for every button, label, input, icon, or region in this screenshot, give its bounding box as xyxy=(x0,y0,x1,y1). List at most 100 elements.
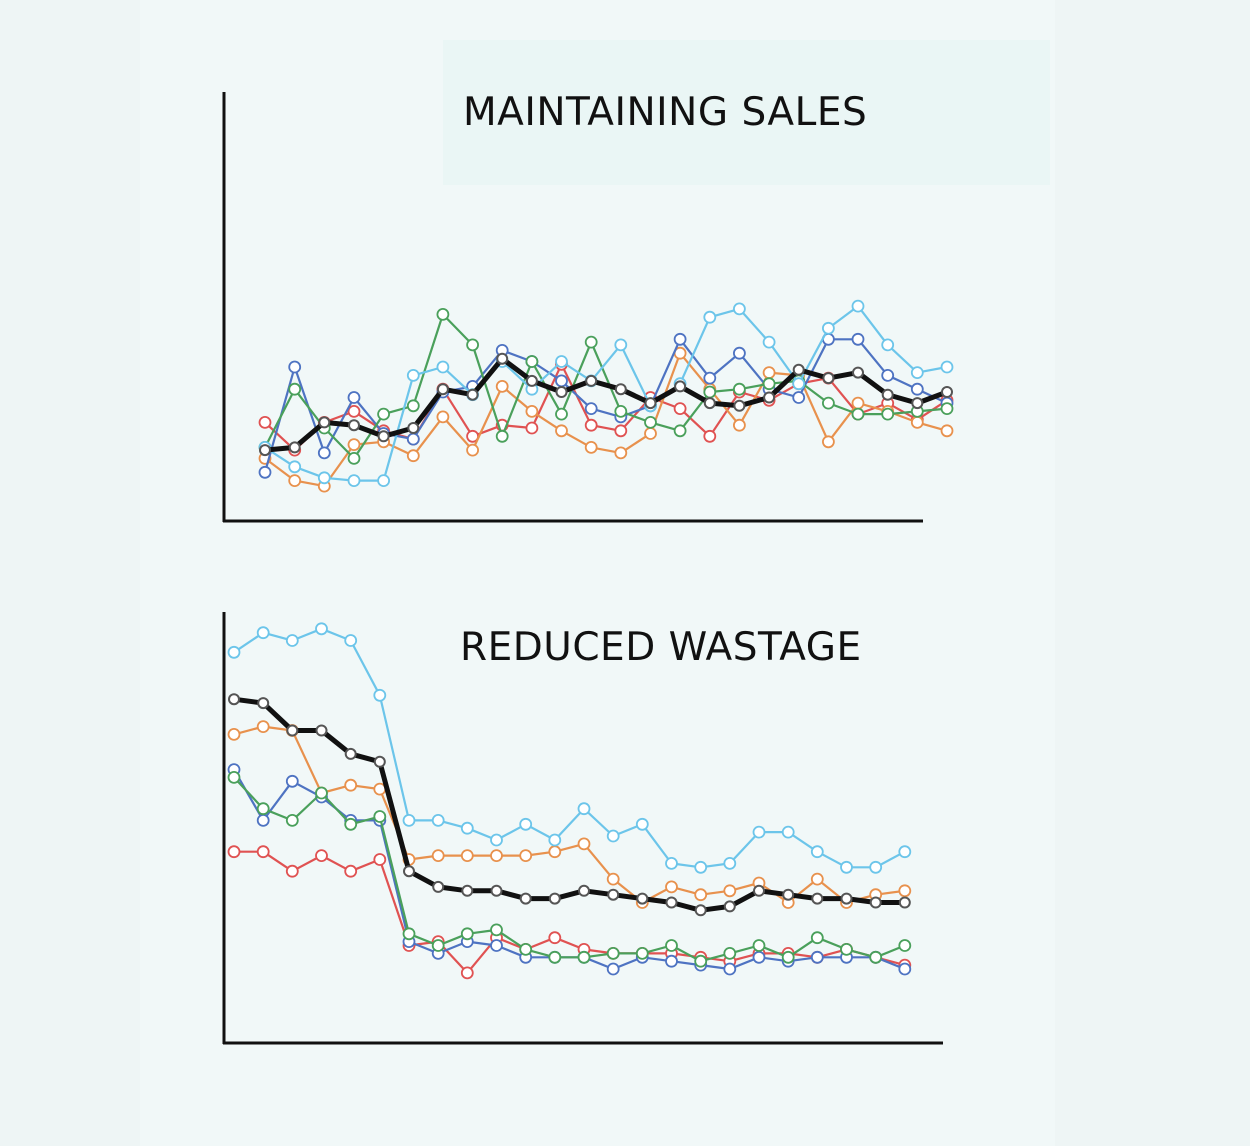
data-point xyxy=(822,435,835,449)
data-point xyxy=(665,880,678,894)
data-point xyxy=(898,845,912,859)
data-point xyxy=(436,383,449,396)
data-point xyxy=(606,947,620,960)
data-point xyxy=(403,865,415,878)
data-point xyxy=(348,419,360,432)
data-point xyxy=(548,931,562,945)
data-point xyxy=(733,302,746,316)
data-point xyxy=(431,814,445,827)
data-point xyxy=(555,355,568,368)
series-line xyxy=(233,696,905,913)
data-point xyxy=(258,465,272,479)
data-point xyxy=(496,352,509,365)
data-point xyxy=(577,837,591,851)
data-point xyxy=(259,444,271,457)
data-point xyxy=(614,424,628,438)
series-line xyxy=(233,769,906,971)
data-point xyxy=(519,892,532,905)
data-point xyxy=(606,962,620,976)
data-point xyxy=(288,474,302,488)
data-point xyxy=(703,429,717,443)
data-point xyxy=(577,950,591,964)
data-point xyxy=(910,366,924,380)
data-point xyxy=(460,966,474,980)
data-point xyxy=(347,404,361,418)
data-point xyxy=(377,474,391,488)
data-point xyxy=(723,962,737,976)
data-point xyxy=(406,399,420,413)
series-4 xyxy=(227,622,912,874)
data-point xyxy=(940,360,954,374)
data-point xyxy=(941,386,953,398)
data-point xyxy=(723,900,736,913)
data-point xyxy=(694,904,707,917)
data-point xyxy=(490,833,503,847)
data-point xyxy=(406,432,420,446)
data-point xyxy=(347,391,361,404)
data-point xyxy=(851,332,865,346)
title-band xyxy=(443,40,1050,185)
data-point xyxy=(811,892,824,905)
series-1 xyxy=(227,720,912,909)
data-point xyxy=(636,892,649,905)
data-point xyxy=(584,440,598,454)
data-point xyxy=(490,884,503,897)
data-point xyxy=(851,396,865,410)
data-point xyxy=(288,382,302,396)
data-point xyxy=(703,397,716,410)
data-point xyxy=(635,947,649,960)
data-point xyxy=(644,427,657,440)
data-point xyxy=(635,817,649,831)
data-point xyxy=(256,814,270,827)
data-point xyxy=(723,947,737,960)
data-point xyxy=(555,386,568,398)
data-point xyxy=(752,939,766,952)
data-point xyxy=(317,446,331,460)
data-point xyxy=(898,962,912,976)
data-point xyxy=(723,884,737,898)
data-point xyxy=(733,346,746,360)
data-point xyxy=(285,634,299,647)
data-point xyxy=(644,415,657,429)
data-point xyxy=(555,424,568,438)
data-point xyxy=(256,845,270,859)
data-point xyxy=(315,849,328,862)
data-point xyxy=(869,860,883,874)
data-point xyxy=(460,927,474,941)
chart-maintaining-sales xyxy=(222,92,954,523)
data-point xyxy=(344,634,358,647)
data-point xyxy=(466,443,480,457)
data-point xyxy=(674,380,687,393)
data-point xyxy=(792,391,806,404)
data-point xyxy=(555,374,568,388)
data-point xyxy=(555,407,568,421)
data-point xyxy=(810,950,824,964)
data-point xyxy=(519,943,533,956)
data-point xyxy=(578,884,590,897)
data-point xyxy=(256,802,270,816)
data-point xyxy=(607,888,620,901)
data-point xyxy=(781,825,795,839)
data-point xyxy=(851,299,865,313)
data-point xyxy=(257,697,270,710)
data-point xyxy=(432,880,445,893)
data-point xyxy=(762,377,776,391)
data-point xyxy=(614,404,628,418)
data-point xyxy=(753,884,765,897)
data-point xyxy=(548,950,562,964)
data-point xyxy=(703,310,717,324)
data-point xyxy=(285,814,299,827)
data-point xyxy=(665,857,678,870)
data-point xyxy=(466,338,480,352)
data-point xyxy=(881,407,895,421)
data-point xyxy=(881,388,894,401)
data-point xyxy=(490,923,503,937)
data-point xyxy=(898,939,912,952)
data-point xyxy=(373,755,386,768)
data-point xyxy=(584,402,598,416)
data-point xyxy=(911,397,924,410)
data-point xyxy=(694,888,708,902)
data-point xyxy=(344,817,358,831)
data-point xyxy=(665,896,678,909)
